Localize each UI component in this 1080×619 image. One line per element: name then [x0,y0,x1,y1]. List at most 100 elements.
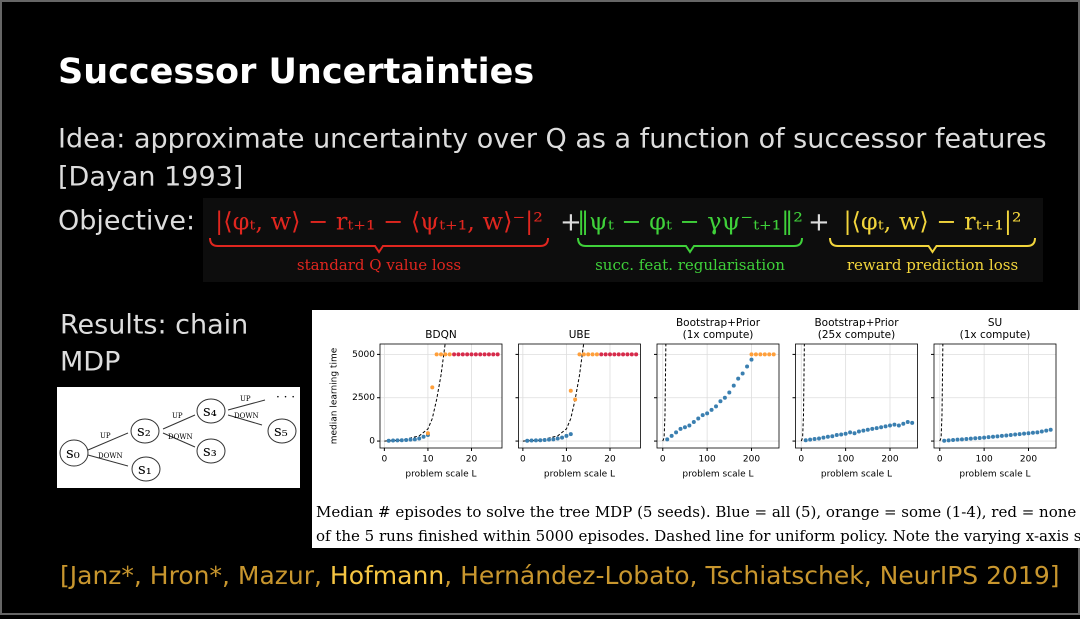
data-point [848,430,853,435]
axes-frame [795,343,918,449]
chart-title: Bootstrap+Prior [814,317,899,329]
data-point [425,431,430,436]
chart-subtitle: (1x compute) [683,329,754,341]
data-point [687,423,692,428]
data-point [555,436,560,441]
formula-caption: succ. feat. regularisation [595,256,785,274]
y-tick-label: 0 [369,437,375,447]
y-tick-label: 5000 [352,350,375,360]
data-point [456,352,461,357]
data-point [542,438,547,443]
x-axis-label: problem scale L [682,470,753,480]
data-point [1035,430,1040,435]
data-point [473,352,478,357]
x-tick-label: 200 [881,455,898,465]
data-point [887,423,892,428]
node: s₄ [203,402,217,420]
node: s₂ [137,422,151,440]
data-point [465,352,470,357]
data-point [910,420,915,425]
data-point [603,352,608,357]
data-point [608,352,612,357]
formula-caption: reward prediction loss [847,256,1018,274]
chart: SU(1x compute) 0 100 200 problem scale L [931,317,1057,480]
data-point [452,352,457,357]
data-point [736,376,741,381]
data-point [722,395,727,400]
data-point [404,438,409,443]
data-point [808,437,813,442]
data-point [538,438,543,443]
title: Successor Uncertainties [58,52,534,92]
x-tick-label: 200 [743,455,760,465]
data-point [964,436,969,441]
data-point [843,431,848,436]
node: s₁ [138,460,152,478]
x-axis-label: problem scale L [821,470,892,480]
mdp-diagram: s₀ s₁ s₂ s₃ s₄ s₅ UP DOWN UP DOWN UP DOW… [57,387,300,488]
x-tick-label: 0 [520,455,526,465]
data-point [1004,433,1009,438]
data-point [547,437,551,442]
x-tick-label: 20 [604,455,616,465]
caption: Median # episodes to solve the tree MDP … [316,503,1076,521]
data-point [669,433,674,438]
data-point [625,352,630,357]
edge-label: UP [172,412,183,420]
x-tick-label: 0 [937,455,943,465]
data-point [1030,430,1035,435]
data-point [421,434,426,439]
data-point [439,352,443,357]
chart-title: Bootstrap+Prior [676,317,761,329]
chart: UBE 0 10 20 problem scale L [515,329,641,480]
edge-label: UP [100,432,111,440]
chart-subtitle: (1x compute) [960,329,1031,341]
data-point [714,404,719,409]
data-point [861,428,866,433]
data-point [942,438,947,443]
data-point [959,437,964,442]
operator: + [560,208,582,238]
data-point [529,438,534,443]
data-point [590,352,595,357]
data-point [839,432,844,437]
data-point [999,433,1004,438]
data-point [705,411,710,416]
data-point [700,413,705,418]
x-tick-label: 100 [837,455,854,465]
data-point [612,352,617,357]
data-point [386,438,391,443]
data-point [696,416,701,421]
data-point [901,421,906,426]
x-tick-label: 0 [381,455,387,465]
node: s₅ [274,422,288,440]
chart-title: BDQN [425,329,456,341]
axes-frame [518,343,641,449]
formula: |⟨φₜ, w⟩ − rₜ₊₁|² [843,208,1021,237]
data-point [447,352,452,357]
data-point [586,352,591,357]
axes-frame [933,343,1057,449]
edge-label: UP [240,395,251,403]
uniform-policy-line [800,344,805,442]
data-point [821,435,826,440]
data-point [551,437,556,442]
y-axis-label: median learning time [330,347,340,444]
idea: Idea: approximate uncertainty over Q as … [58,124,1047,155]
data-point [430,385,435,390]
data-point [767,352,772,357]
data-point [1048,427,1053,432]
data-point [678,426,683,431]
data-point [621,352,626,357]
results-panel [312,310,1080,548]
data-point [946,438,951,443]
diagram-bg [57,387,300,488]
citation-part: Hofmann [330,561,444,590]
caption: of the 5 runs finished within 5000 episo… [316,527,1080,545]
data-point [762,352,767,357]
data-point [718,399,723,404]
formula-box [203,198,1043,282]
x-tick-label: 100 [699,455,716,465]
